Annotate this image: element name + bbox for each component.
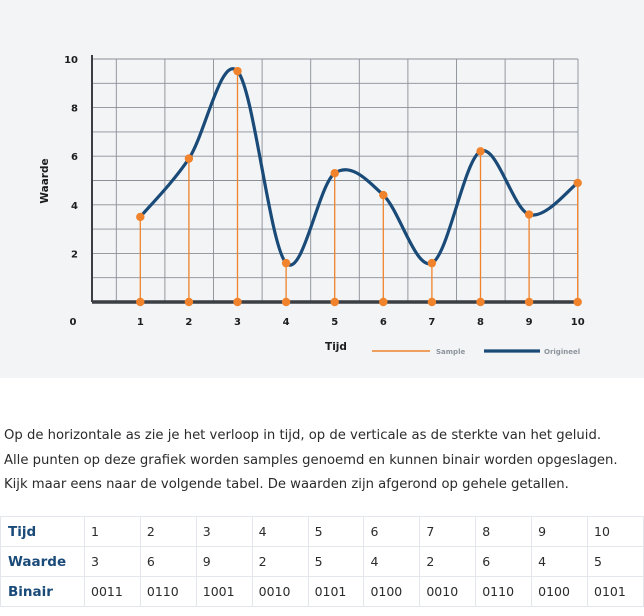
- x-tick-label: 3: [234, 317, 241, 328]
- sample-point: [427, 258, 437, 268]
- table-cell: 2: [139, 516, 197, 547]
- table-row: Binair 0011 0110 1001 0010 0101 0100 0010 0110 01…: [0, 576, 644, 607]
- sample-base-point: [233, 297, 242, 307]
- table-cell: 0010: [251, 576, 309, 607]
- table-row-label: Waarde: [0, 546, 85, 577]
- y-tick-label: 6: [71, 152, 78, 163]
- sample-base-point: [184, 297, 194, 307]
- table-cell: 0010: [419, 576, 477, 607]
- table-row: Waarde 3 6 9 2 5 4 2 6 4 5: [0, 546, 644, 577]
- x-tick-label: 0: [70, 317, 77, 328]
- sample-base-point: [427, 297, 437, 307]
- table-cell: 1001: [195, 576, 253, 607]
- sample-point: [136, 212, 145, 222]
- y-tick-label: 4: [71, 201, 78, 212]
- explanation-line-1: Op de horizontale as zie je het verloop …: [4, 428, 602, 443]
- y-tick-label: 2: [71, 249, 78, 260]
- x-tick-label: 4: [283, 317, 290, 328]
- x-axis-label: Tijd: [325, 341, 347, 353]
- table-cell: 6: [475, 546, 533, 577]
- table-cell: 10: [587, 516, 644, 547]
- table-cell: 4: [363, 546, 421, 577]
- table-cell: 4: [251, 516, 309, 547]
- sample-point: [524, 210, 534, 219]
- y-tick-label: 10: [64, 55, 78, 66]
- table-cell: 1: [84, 516, 141, 547]
- table-cell: 4: [531, 546, 589, 577]
- explanation-text: Op de horizontale as zie je het verloop …: [4, 424, 644, 498]
- table-cell: 5: [307, 516, 365, 547]
- sample-point: [573, 178, 582, 188]
- x-tick-label: 6: [380, 317, 387, 328]
- table-cell: 0100: [531, 576, 589, 607]
- sample-base-point: [136, 297, 145, 307]
- sample-base-point: [573, 297, 582, 307]
- table-cell: 0100: [363, 576, 421, 607]
- original-series-line: [138, 67, 580, 267]
- table-cell: 0101: [587, 576, 644, 607]
- y-axis-label: Waarde: [39, 158, 51, 203]
- y-tick-label: 8: [71, 104, 78, 115]
- chart-panel: 2 4 6 8 10 0 1 2 3 4 5 6 7 8 9 10 Waarde Tijd Sample Origin…: [0, 0, 644, 378]
- x-tick-label: 2: [185, 317, 192, 328]
- legend-sample-label: Sample: [436, 348, 465, 356]
- sample-base-point: [330, 297, 339, 307]
- sample-point: [281, 258, 291, 268]
- sample-base-point: [281, 297, 291, 307]
- x-tick-label: 1: [137, 317, 144, 328]
- sample-point: [233, 66, 242, 76]
- table-cell: 0101: [307, 576, 365, 607]
- sample-base-point: [379, 297, 388, 307]
- table-cell: 3: [195, 516, 253, 547]
- table-cell: 0110: [139, 576, 197, 607]
- sample-point: [476, 147, 485, 156]
- sampling-chart: 2 4 6 8 10 0 1 2 3 4 5 6 7 8 9 10 Waarde Tijd Sample Origin…: [39, 55, 585, 356]
- explanation-line-2: Alle punten op deze grafiek worden sampl…: [4, 452, 618, 468]
- table-row: Tijd 1 2 3 4 5 6 7 8 9 10: [0, 516, 644, 547]
- table-cell: 0011: [84, 576, 141, 607]
- table-row-label: Tijd: [0, 516, 85, 547]
- table-cell: 8: [475, 516, 533, 547]
- table-row-label: Binair: [0, 576, 85, 607]
- table-cell: 0110: [475, 576, 533, 607]
- table-cell: 2: [419, 546, 477, 577]
- x-tick-label: 9: [526, 317, 533, 328]
- table-cell: 7: [419, 516, 477, 547]
- table-cell: 6: [363, 516, 421, 547]
- table-cell: 3: [84, 546, 141, 577]
- table-cell: 9: [195, 546, 253, 577]
- table-cell: 2: [251, 546, 309, 577]
- sample-point: [379, 190, 388, 200]
- x-tick-label: 8: [477, 317, 484, 328]
- table-cell: 9: [531, 516, 589, 547]
- table-cell: 5: [307, 546, 365, 577]
- explanation-line-3: Kijk maar eens naar de volgende tabel. D…: [4, 477, 569, 492]
- sample-point: [184, 154, 194, 163]
- table-cell: 6: [139, 546, 197, 577]
- x-tick-label: 5: [331, 317, 338, 328]
- x-tick-label: 10: [571, 317, 585, 328]
- sample-base-point: [476, 297, 485, 307]
- sample-point: [330, 169, 339, 178]
- legend-original-label: Origineel: [544, 348, 580, 356]
- table-cell: 5: [587, 546, 644, 577]
- sample-base-point: [524, 297, 534, 307]
- x-tick-label: 7: [428, 317, 435, 328]
- sample-table: Tijd 1 2 3 4 5 6 7 8 9 10 Waarde 3 6 9 2 5 4 2 6 4 5 Binair 001…: [0, 516, 644, 607]
